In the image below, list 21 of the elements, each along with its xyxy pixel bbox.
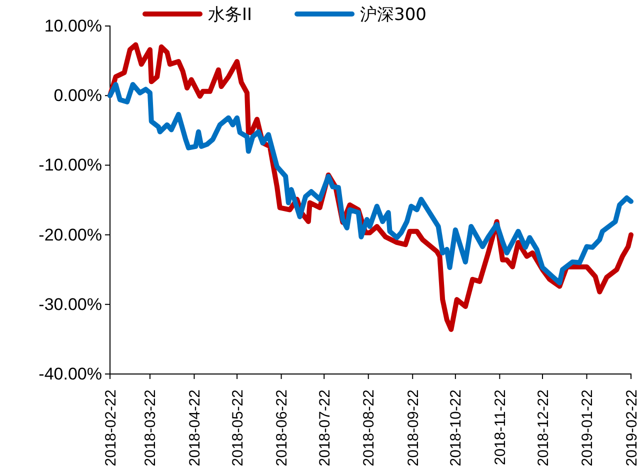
x-tick-label: 2018-04-22 [186,390,204,466]
legend-label: 水务II [208,5,252,25]
y-tick-label: 0.00% [54,86,102,106]
x-tick-label: 2018-02-22 [102,390,120,466]
x-tick-label: 2018-11-22 [492,390,509,466]
x-tick-label: 2018-12-22 [534,390,552,466]
y-tick-label: -40.00% [38,364,102,384]
x-tick-label: 2018-07-22 [316,390,334,466]
x-tick-label: 2018-06-22 [274,390,291,466]
x-tick-label: 2018-09-22 [404,390,422,466]
x-tick-label: 2018-08-22 [360,390,378,466]
y-tick-label: -10.00% [38,156,102,175]
x-tick-label: 2018-10-22 [448,390,465,466]
x-tick-label: 2019-01-22 [579,390,596,466]
x-tick-label: 2018-03-22 [142,390,160,466]
legend-label: 沪深300 [360,5,426,25]
y-tick-label: 10.00% [44,16,102,36]
y-tick-label: -20.00% [38,225,102,244]
y-tick-label: -30.00% [38,294,102,314]
x-tick-label: 2019-02-22 [623,390,640,466]
x-tick-label: 2018-05-22 [229,390,246,466]
